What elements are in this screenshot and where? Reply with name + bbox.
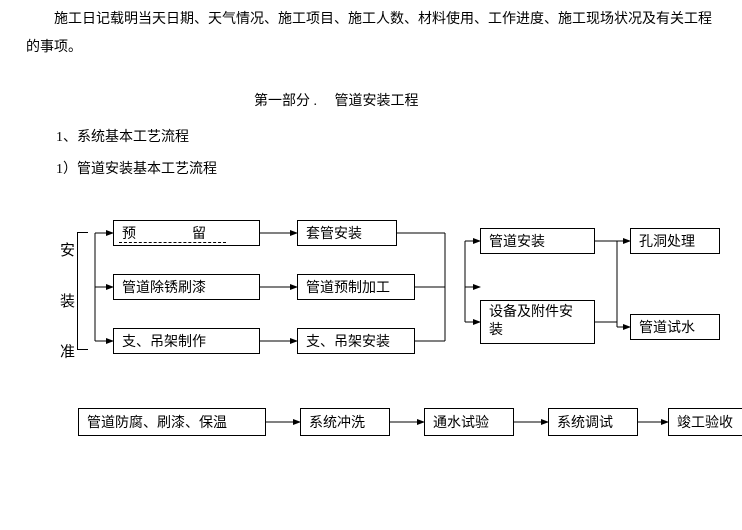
flow-node-n_tiaoshi: 系统调试 [548,408,638,436]
dashed-underline [119,242,226,243]
flow-node-n_shishui: 管道试水 [630,314,720,340]
flow-node-n_yuzhi: 管道预制加工 [297,274,415,300]
point-1-1: 1）管道安装基本工艺流程 [56,158,217,178]
flow-node-n_gd_install: 管道安装 [480,228,595,254]
intro-paragraph: 施工日记载明当天日期、天气情况、施工项目、施工人数、材料使用、工作进度、施工现场… [26,6,716,62]
flow-node-n_shebei: 设备及附件安装 [480,300,595,344]
flow-node-n_taoguan: 套管安装 [297,220,397,246]
flow-node-n_jungong: 竣工验收 [668,408,742,436]
section-title: 第一部分 . 管道安装工程 [254,90,419,110]
page: 施工日记载明当天日期、天气情况、施工项目、施工人数、材料使用、工作进度、施工现场… [0,0,742,530]
bracket [77,232,88,350]
flow-edges [0,0,742,530]
flow-node-n_chongxi: 系统冲洗 [300,408,390,436]
flow-node-n_tongshui: 通水试验 [424,408,514,436]
flow-node-n_zhijia_inst: 支、吊架安装 [297,328,415,354]
side-label: 安 装 准 [56,242,77,375]
flow-node-n_fangfu: 管道防腐、刷漆、保温 [78,408,266,436]
flow-node-n_kongdong: 孔洞处理 [630,228,720,254]
flow-node-n_chuxiu: 管道除锈刷漆 [113,274,260,300]
point-1: 1、系统基本工艺流程 [56,126,189,146]
flow-node-n_zhijia_make: 支、吊架制作 [113,328,260,354]
